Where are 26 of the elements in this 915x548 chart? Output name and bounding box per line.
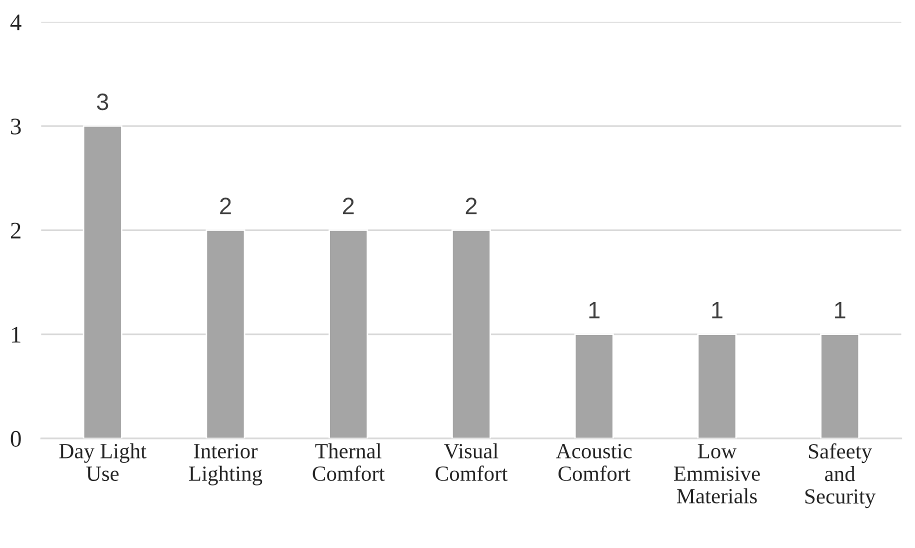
y-tick-label: 0	[10, 430, 21, 447]
x-tick-label: Acoustic Comfort	[556, 444, 632, 481]
data-label: 2	[220, 198, 231, 214]
data-label: 3	[96, 94, 108, 110]
x-tick-label: Interior Lighting	[189, 444, 262, 486]
data-label: 1	[835, 302, 846, 318]
x-tick-label: Thernal Comfort	[312, 443, 385, 481]
x-tick-label: Day Light Use	[59, 443, 146, 481]
bar	[820, 334, 860, 438]
bar	[697, 334, 737, 438]
y-tick-label: 3	[11, 118, 21, 134]
x-tick-label: Visual Comfort	[436, 443, 508, 481]
data-label: 2	[466, 198, 477, 214]
x-tick-label: Low Emmisive Materials	[674, 444, 760, 504]
y-tick-label: 4	[10, 14, 22, 30]
data-label: 1	[589, 302, 600, 318]
data-label: 1	[712, 302, 722, 318]
data-label: 2	[342, 198, 354, 214]
bar	[451, 229, 491, 438]
x-tick-label: Safeety and Security	[805, 443, 876, 508]
y-tick-label: 1	[12, 326, 20, 342]
bar	[206, 229, 246, 438]
bar	[574, 334, 614, 438]
bar	[328, 229, 368, 438]
y-tick-label: 2	[10, 222, 20, 238]
bar	[82, 125, 122, 438]
